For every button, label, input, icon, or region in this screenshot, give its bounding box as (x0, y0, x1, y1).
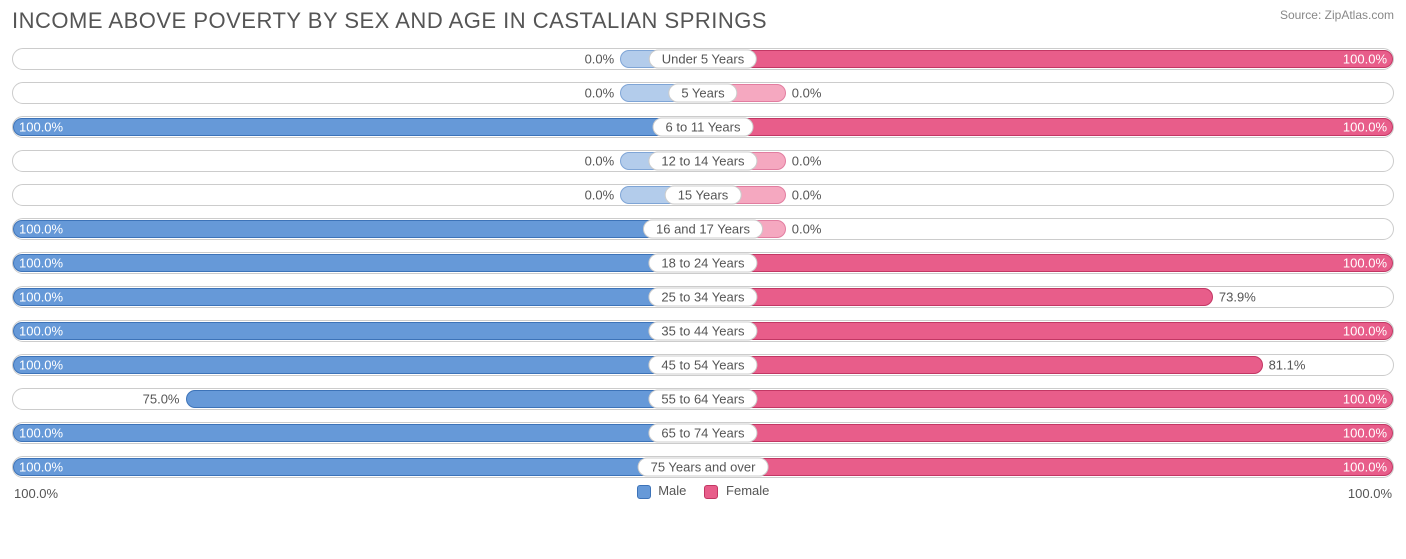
chart-row: 100.0% 100.0% 6 to 11 Years (12, 116, 1394, 138)
female-value-label: 100.0% (1343, 52, 1387, 67)
female-bar (703, 288, 1213, 306)
male-value-label: 100.0% (19, 324, 63, 339)
female-value-label: 100.0% (1343, 460, 1387, 475)
female-value-label: 0.0% (792, 188, 822, 203)
legend-female-label: Female (726, 483, 769, 498)
age-label: 16 and 17 Years (643, 220, 763, 239)
male-bar (13, 288, 703, 306)
chart-row: 100.0% 100.0% 65 to 74 Years (12, 422, 1394, 444)
chart-row: 0.0% 0.0% 5 Years (12, 82, 1394, 104)
male-bar (13, 118, 703, 136)
male-value-label: 100.0% (19, 222, 63, 237)
age-label: 75 Years and over (638, 458, 769, 477)
chart-row: 0.0% 0.0% 12 to 14 Years (12, 150, 1394, 172)
age-label: 15 Years (665, 186, 742, 205)
male-value-label: 0.0% (585, 52, 615, 67)
age-label: 6 to 11 Years (653, 118, 754, 137)
age-label: 12 to 14 Years (648, 152, 757, 171)
chart-row: 100.0% 100.0% 75 Years and over (12, 456, 1394, 478)
age-label: Under 5 Years (649, 50, 757, 69)
female-bar (703, 458, 1393, 476)
male-value-label: 100.0% (19, 358, 63, 373)
male-value-label: 100.0% (19, 426, 63, 441)
female-value-label: 81.1% (1269, 358, 1306, 373)
female-value-label: 100.0% (1343, 426, 1387, 441)
legend: Male Female (12, 483, 1394, 499)
female-bar (703, 254, 1393, 272)
female-bar (703, 356, 1263, 374)
chart-row: 100.0% 100.0% 35 to 44 Years (12, 320, 1394, 342)
chart-row: 75.0% 100.0% 55 to 64 Years (12, 388, 1394, 410)
female-bar (703, 424, 1393, 442)
male-value-label: 100.0% (19, 290, 63, 305)
axis-right-label: 100.0% (1348, 486, 1392, 501)
age-label: 55 to 64 Years (648, 390, 757, 409)
age-label: 45 to 54 Years (648, 356, 757, 375)
male-value-label: 0.0% (585, 188, 615, 203)
age-label: 18 to 24 Years (648, 254, 757, 273)
male-bar (13, 458, 703, 476)
chart-title: INCOME ABOVE POVERTY BY SEX AND AGE IN C… (12, 8, 767, 34)
female-value-label: 0.0% (792, 222, 822, 237)
female-bar (703, 390, 1393, 408)
male-bar (13, 254, 703, 272)
source-label: Source: ZipAtlas.com (1280, 8, 1394, 22)
legend-male-label: Male (658, 483, 686, 498)
diverging-bar-chart: 0.0% 100.0% Under 5 Years 0.0% 0.0% 5 Years 10… (12, 48, 1394, 478)
chart-row: 100.0% 73.9% 25 to 34 Years (12, 286, 1394, 308)
male-swatch (637, 485, 651, 499)
male-value-label: 0.0% (585, 86, 615, 101)
female-bar (703, 322, 1393, 340)
female-bar (703, 50, 1393, 68)
female-value-label: 0.0% (792, 86, 822, 101)
chart-container: INCOME ABOVE POVERTY BY SEX AND AGE IN C… (0, 0, 1406, 509)
female-value-label: 100.0% (1343, 324, 1387, 339)
age-label: 25 to 34 Years (648, 288, 757, 307)
female-swatch (704, 485, 718, 499)
age-label: 5 Years (668, 84, 737, 103)
axis-left-label: 100.0% (14, 486, 58, 501)
female-bar (703, 118, 1393, 136)
legend-female: Female (704, 483, 769, 499)
age-label: 65 to 74 Years (648, 424, 757, 443)
female-value-label: 100.0% (1343, 392, 1387, 407)
age-label: 35 to 44 Years (648, 322, 757, 341)
chart-row: 100.0% 81.1% 45 to 54 Years (12, 354, 1394, 376)
legend-male: Male (637, 483, 687, 499)
male-bar (13, 356, 703, 374)
male-value-label: 100.0% (19, 460, 63, 475)
male-value-label: 100.0% (19, 120, 63, 135)
male-value-label: 100.0% (19, 256, 63, 271)
female-value-label: 100.0% (1343, 120, 1387, 135)
chart-row: 0.0% 0.0% 15 Years (12, 184, 1394, 206)
female-value-label: 0.0% (792, 154, 822, 169)
male-value-label: 0.0% (585, 154, 615, 169)
male-bar (186, 390, 704, 408)
chart-row: 100.0% 100.0% 18 to 24 Years (12, 252, 1394, 274)
male-bar (13, 322, 703, 340)
chart-row: 0.0% 100.0% Under 5 Years (12, 48, 1394, 70)
chart-row: 100.0% 0.0% 16 and 17 Years (12, 218, 1394, 240)
male-bar (13, 424, 703, 442)
male-bar (13, 220, 703, 238)
male-value-label: 75.0% (143, 392, 180, 407)
female-value-label: 73.9% (1219, 290, 1256, 305)
header: INCOME ABOVE POVERTY BY SEX AND AGE IN C… (12, 8, 1394, 34)
female-value-label: 100.0% (1343, 256, 1387, 271)
